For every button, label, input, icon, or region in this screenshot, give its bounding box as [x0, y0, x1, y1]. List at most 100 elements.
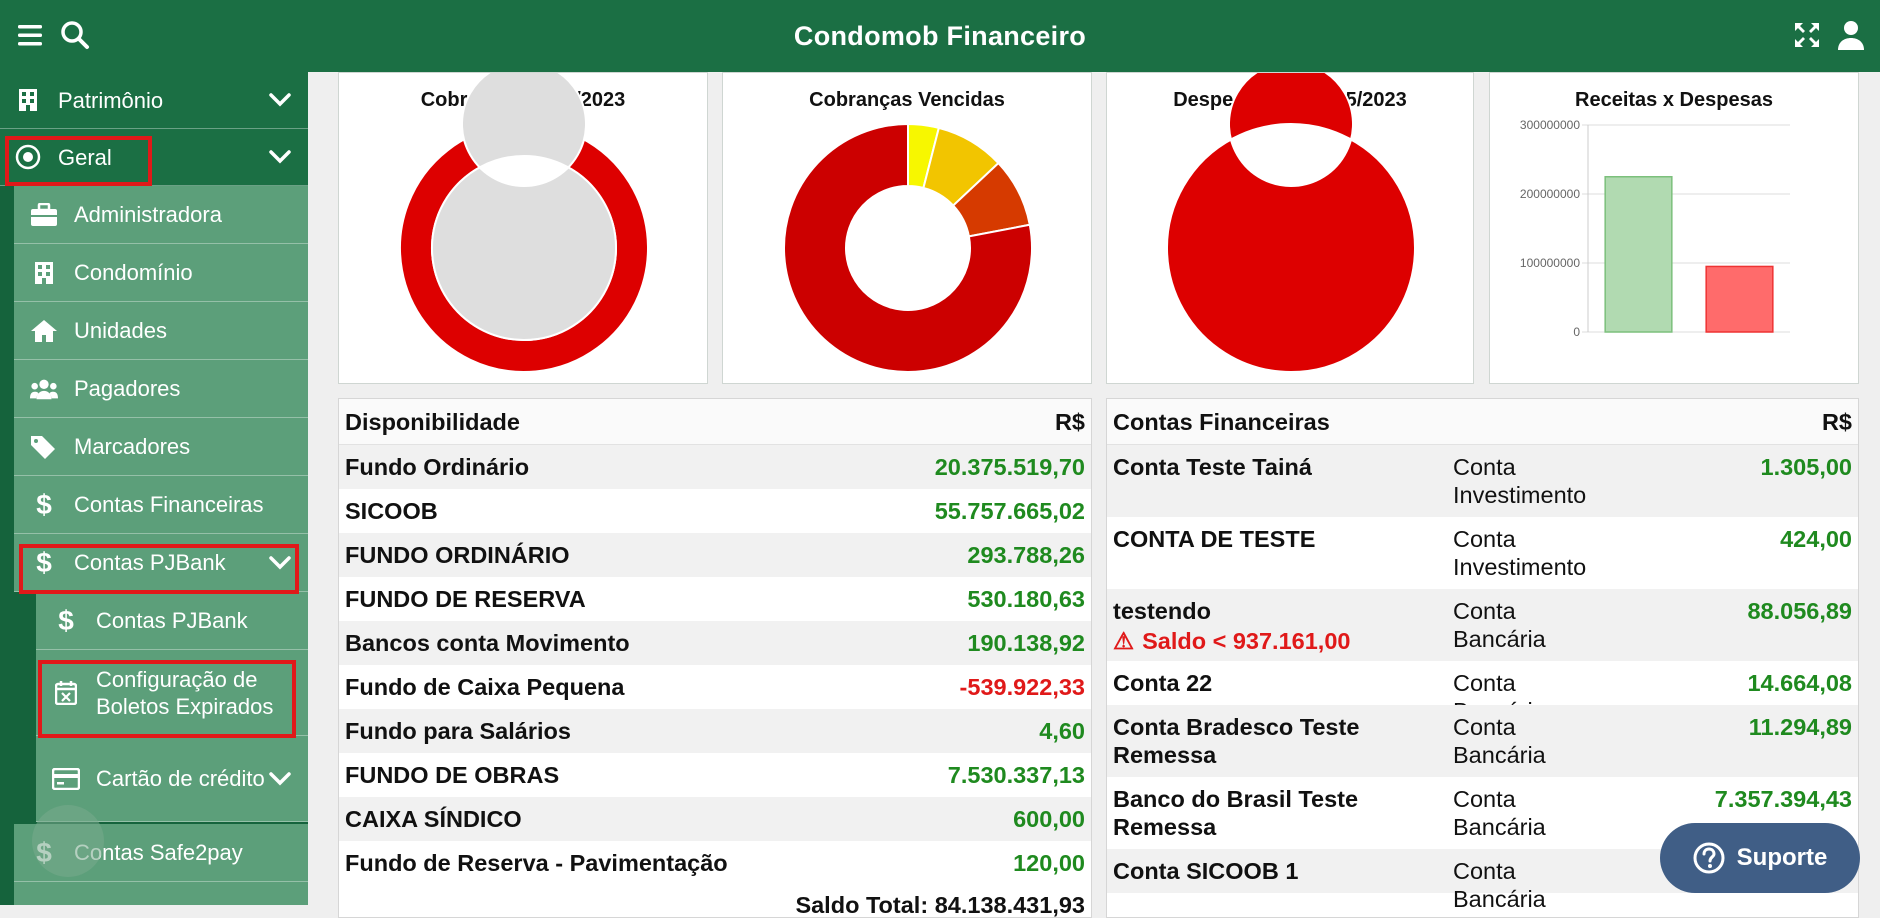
account-name: Conta 22 [1113, 670, 1213, 696]
tags-icon [30, 433, 58, 461]
users-icon [30, 375, 58, 403]
account-name: testendo [1113, 598, 1211, 624]
sidebar-item-administradora[interactable]: Administradora [14, 186, 308, 244]
dollar-icon: $ [58, 604, 74, 636]
sidebar-item-label: Administradora [74, 202, 222, 227]
panel-title: Disponibilidade [345, 409, 520, 435]
chart-card-cobrancas-vencidas: Cobranças Vencidas [722, 72, 1092, 384]
sidebar-item-pagadores[interactable]: Pagadores [14, 360, 308, 418]
account-name: Fundo Ordinário [345, 454, 530, 480]
chart-card-receitas-despesas: Receitas x Despesas 300000000 200000000 10… [1489, 72, 1859, 384]
account-value: 7.530.337,13 [947, 762, 1085, 788]
sidebar-subitem-configuracao-boletos[interactable]: Configuração de Boletos Expirados [36, 650, 308, 736]
radio-dot-icon [14, 143, 42, 171]
table-row: FUNDO DE OBRAS 7.530.337,13 [339, 753, 1091, 797]
account-value: 7.357.394,43 [1714, 786, 1852, 812]
sidebar-item-unidades[interactable]: Unidades [14, 302, 308, 360]
chevron-down-icon [266, 93, 294, 107]
sidebar-item-more[interactable] [14, 882, 308, 905]
account-value: -539.922,33 [959, 674, 1085, 700]
sidebar-item-label: Condomínio [74, 260, 193, 285]
table-row: FUNDO DE RESERVA 530.180,63 [339, 577, 1091, 621]
warning-icon: ⚠ [1113, 628, 1135, 654]
briefcase-icon [30, 201, 58, 229]
sidebar-item-label: Contas PJBank [74, 550, 226, 575]
table-row: CAIXA SÍNDICO 600,00 [339, 797, 1091, 841]
doughnut-chart [783, 122, 1033, 373]
bar [1604, 176, 1673, 333]
account-type: Conta Bancária [1453, 786, 1546, 840]
account-value: 88.056,89 [1747, 598, 1852, 624]
top-bar: Condomob Financeiro [0, 0, 1880, 72]
sidebar-item-label: Unidades [74, 318, 167, 343]
sidebar-item-contas-pjbank[interactable]: $ Contas PJBank [14, 534, 308, 592]
account-value: 4,60 [1039, 718, 1085, 744]
account-type: Conta Investimento [1453, 526, 1587, 580]
table-row: testendo ⚠ Saldo < 937.161,00 Conta Bancári… [1107, 589, 1858, 661]
menu-icon[interactable] [13, 18, 47, 52]
sidebar-item-patrimonio[interactable]: Patrimônio [0, 72, 308, 129]
account-value: 20.375.519,70 [934, 454, 1085, 480]
account-name: Bancos conta Movimento [345, 630, 630, 656]
sidebar-item-label: Marcadores [74, 434, 191, 459]
total-label: Saldo Total: [795, 892, 929, 918]
sidebar-item-label: Geral [58, 144, 112, 170]
search-icon[interactable] [58, 18, 92, 52]
calendar-x-icon [52, 679, 80, 707]
sidebar-item-label: Configuração de Boletos Expirados [96, 666, 274, 719]
app-title: Condomob Financeiro [793, 21, 1087, 51]
sidebar-item-label: Cartão de crédito [96, 766, 265, 791]
floating-action-button[interactable] [32, 805, 104, 877]
doughnut-chart [1165, 73, 1416, 373]
warning-text: Saldo < 937.161,00 [1142, 628, 1351, 654]
table-row: Banco do Brasil Teste Remessa Conta Bancá… [1107, 777, 1858, 849]
table-row: Fundo para Salários 4,60 [339, 709, 1091, 753]
account-value: 11.294,89 [1748, 714, 1852, 740]
table-row: Conta Teste Tainá Conta Investimento 1.305… [1107, 445, 1858, 517]
sidebar-item-geral[interactable]: Geral [0, 129, 308, 186]
bar-chart: 300000000 200000000 100000000 0 [1520, 118, 1790, 339]
disponibilidade-panel: Disponibilidade R$ Fundo Ordinário 20.375… [338, 398, 1092, 918]
sidebar-item-contas-financeiras[interactable]: $ Contas Financeiras [14, 476, 308, 534]
sidebar-item-label: Contas PJBank [96, 608, 248, 633]
fullscreen-icon[interactable] [1790, 18, 1824, 52]
credit-card-icon [52, 765, 80, 793]
account-value: 600,00 [1013, 806, 1085, 832]
account-name: Fundo para Salários [345, 718, 571, 744]
sidebar-item-condominio[interactable]: Condomínio [14, 244, 308, 302]
account-name: Fundo de Reserva - Pavimentação [345, 850, 728, 876]
account-type: Conta Bancária [1453, 598, 1546, 652]
sidebar: Patrimônio Geral Administradora Condomín… [0, 72, 308, 905]
balance-warning: ⚠ Saldo < 937.161,00 [1113, 627, 1350, 655]
total-value: Saldo Total: 84.138.431,93 [795, 892, 1085, 918]
chevron-down-icon [266, 150, 294, 164]
dollar-icon: $ [36, 488, 52, 520]
pie-slice [431, 73, 617, 341]
chart-title: Cobranças Vencidas [809, 89, 1005, 111]
account-name: FUNDO DE OBRAS [345, 762, 560, 788]
account-name: Conta Bradesco Teste Remessa [1113, 714, 1360, 768]
table-row: Bancos conta Movimento 190.138,92 [339, 621, 1091, 665]
chevron-down-icon [266, 555, 294, 570]
account-name: CONTA DE TESTE [1113, 526, 1316, 552]
y-tick-label: 300000000 [1520, 118, 1580, 132]
account-name: Banco do Brasil Teste Remessa [1113, 786, 1359, 840]
account-name: Conta SICOOB 1 [1113, 858, 1299, 884]
sidebar-subitem-contas-pjbank[interactable]: $ Contas PJBank [36, 592, 308, 650]
bar [1705, 265, 1774, 333]
account-value: 1.305,00 [1760, 454, 1852, 480]
sidebar-item-label: Contas Safe2pay [74, 840, 243, 865]
account-value: 530.180,63 [967, 586, 1085, 612]
pie-slice [1165, 73, 1416, 373]
chart-card-cobrancas-maio: Cobranças Maio/2023 [338, 72, 708, 384]
sidebar-item-marcadores[interactable]: Marcadores [14, 418, 308, 476]
table-row: Conta Bradesco Teste Remessa Conta Bancár… [1107, 705, 1858, 777]
panel-header: Disponibilidade R$ [339, 399, 1091, 445]
currency-label: R$ [1054, 409, 1085, 435]
account-type: Conta Investimento [1453, 454, 1587, 508]
total-row: Saldo Total: 84.138.431,93 [339, 885, 1091, 918]
currency-label: R$ [1821, 409, 1852, 435]
support-button[interactable]: Suporte [1660, 823, 1860, 893]
user-icon[interactable] [1834, 18, 1868, 52]
account-name: FUNDO DE RESERVA [345, 586, 586, 612]
